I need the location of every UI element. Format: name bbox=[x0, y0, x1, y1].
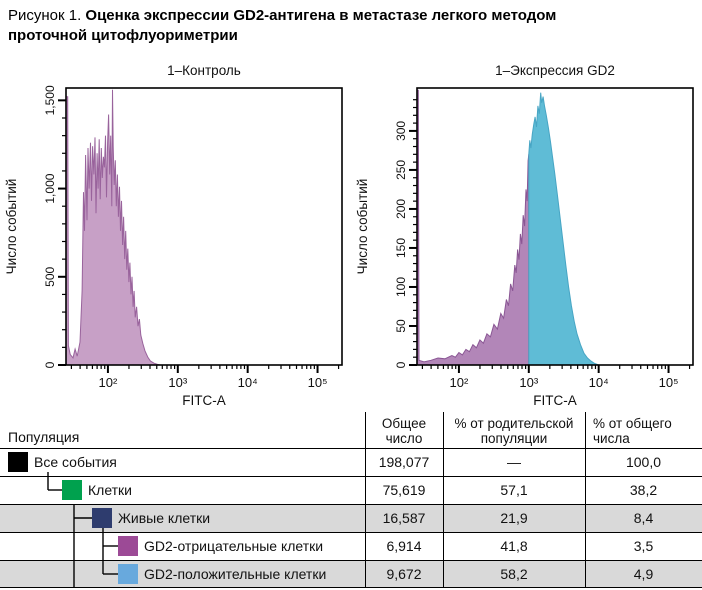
y-axis-ticks bbox=[409, 99, 417, 366]
population-label: Все события bbox=[34, 454, 117, 470]
column-header-total-line2: число bbox=[385, 431, 423, 447]
cell-pct-total: 8,4 bbox=[633, 510, 654, 526]
table-horizontal-rule bbox=[0, 476, 702, 477]
cell-pct-parent: — bbox=[507, 454, 521, 470]
cell-total: 198,077 bbox=[378, 454, 430, 470]
column-header-total-line1: Общее bbox=[381, 416, 427, 431]
svg-text:150: 150 bbox=[394, 238, 408, 258]
svg-text:10⁵: 10⁵ bbox=[308, 375, 328, 390]
cell-pct-total: 100,0 bbox=[625, 454, 662, 470]
caption-line-1: Рисунок 1. Оценка экспрессии GD2-антиген… bbox=[8, 6, 698, 26]
svg-text:10²: 10² bbox=[99, 375, 118, 390]
column-header-pct-parent-line1: % от родительской bbox=[454, 416, 574, 431]
y-axis-label: Число событий bbox=[4, 179, 19, 275]
table-column-rule bbox=[365, 412, 366, 588]
gd2-positive-histogram-area bbox=[528, 92, 599, 365]
table-row: GD2-положительные клетки 9,672 58,2 4,9 bbox=[0, 560, 702, 588]
table-column-rule bbox=[443, 412, 444, 588]
table-horizontal-rule bbox=[0, 504, 702, 505]
caption-prefix: Рисунок 1. bbox=[8, 7, 82, 24]
table-row: Живые клетки 16,587 21,9 8,4 bbox=[0, 504, 702, 532]
svg-text:10²: 10² bbox=[450, 375, 469, 390]
cell-total: 16,587 bbox=[382, 510, 426, 526]
population-swatch bbox=[118, 536, 138, 556]
column-header-pct-total-line2: числа bbox=[593, 431, 630, 447]
svg-text:50: 50 bbox=[394, 319, 408, 333]
cell-pct-parent: 41,8 bbox=[500, 538, 528, 554]
svg-text:10³: 10³ bbox=[519, 375, 538, 390]
svg-text:100: 100 bbox=[394, 277, 408, 297]
population-swatch bbox=[92, 508, 112, 528]
column-header-total: Общее число bbox=[365, 416, 443, 446]
svg-text:10³: 10³ bbox=[168, 375, 187, 390]
x-axis-label: FITC-A bbox=[182, 393, 226, 408]
y-axis-ticks bbox=[58, 99, 66, 366]
svg-text:0: 0 bbox=[43, 361, 57, 368]
y-axis-tick-labels: 0 50 100 150 200 250 300 bbox=[394, 121, 408, 369]
table-horizontal-rule bbox=[0, 560, 702, 561]
column-header-pct-total: % от общего числа bbox=[593, 416, 698, 446]
cell-pct-total: 38,2 bbox=[629, 482, 658, 498]
population-label: Живые клетки bbox=[118, 510, 211, 526]
column-header-population: Популяция bbox=[8, 429, 80, 445]
population-swatch bbox=[8, 452, 28, 472]
table-column-rule bbox=[585, 412, 586, 588]
cell-pct-parent: 58,2 bbox=[500, 566, 528, 582]
cell-pct-total: 4,9 bbox=[633, 566, 654, 582]
gd2-histogram-panel: 0 50 100 150 200 250 300 10² 10³ 10⁴ 10⁵ 1–Экспресс… bbox=[351, 60, 702, 425]
population-swatch bbox=[118, 564, 138, 584]
column-header-pct-parent: % от родительской популяции bbox=[443, 416, 585, 446]
column-header-pct-parent-line2: популяции bbox=[480, 431, 548, 447]
cell-total: 9,672 bbox=[386, 566, 422, 582]
y-axis-label: Число событий bbox=[355, 179, 370, 275]
svg-text:1,000: 1,000 bbox=[43, 173, 57, 203]
gd2-expression-histogram-chart: 0 50 100 150 200 250 300 10² 10³ 10⁴ 10⁵ 1–Экспресс… bbox=[355, 63, 694, 408]
x-axis-ticks bbox=[421, 365, 691, 373]
figure-caption: Рисунок 1. Оценка экспрессии GD2-антиген… bbox=[8, 6, 698, 46]
chart-title: 1–Контроль bbox=[167, 63, 241, 78]
population-label: Клетки bbox=[88, 482, 133, 498]
cell-pct-parent: 21,9 bbox=[500, 510, 528, 526]
x-axis-label: FITC-A bbox=[533, 393, 577, 408]
gd2-negative-histogram-area bbox=[417, 89, 530, 365]
population-hierarchy-table: Популяция Общее число % от родительской … bbox=[0, 410, 702, 588]
svg-text:300: 300 bbox=[394, 121, 408, 141]
cell-pct-parent: 57,1 bbox=[500, 482, 528, 498]
table-row: Клетки 75,619 57,1 38,2 bbox=[0, 476, 702, 504]
caption-title-part2: проточной цитофлуориметрии bbox=[8, 26, 238, 44]
x-axis-ticks bbox=[70, 365, 340, 373]
cell-total: 75,619 bbox=[382, 482, 426, 498]
x-axis-tick-labels: 10² 10³ 10⁴ 10⁵ bbox=[450, 375, 679, 390]
plot-frame bbox=[416, 87, 694, 366]
table-horizontal-rule bbox=[0, 448, 702, 449]
svg-text:10⁵: 10⁵ bbox=[659, 375, 679, 390]
population-swatch bbox=[62, 480, 82, 500]
chart-title: 1–Экспрессия GD2 bbox=[495, 63, 615, 78]
control-histogram-panel: 0 500 1,000 1,500 10² 10³ 10⁴ 10⁵ 1–Контроль FITC… bbox=[0, 60, 351, 425]
y-axis-tick-labels: 0 500 1,000 1,500 bbox=[43, 85, 57, 368]
table-horizontal-rule bbox=[0, 532, 702, 533]
cell-total: 6,914 bbox=[386, 538, 422, 554]
plot-frame bbox=[65, 87, 343, 366]
column-header-pct-total-line1: % от общего bbox=[593, 416, 672, 431]
svg-text:1,500: 1,500 bbox=[43, 85, 57, 115]
table-row: GD2-отрицательные клетки 6,914 41,8 3,5 bbox=[0, 532, 702, 560]
table-row: Все события 198,077 — 100,0 bbox=[0, 448, 702, 476]
svg-text:200: 200 bbox=[394, 199, 408, 219]
population-label: GD2-отрицательные клетки bbox=[144, 538, 324, 554]
svg-text:10⁴: 10⁴ bbox=[589, 375, 609, 390]
control-histogram-area bbox=[66, 89, 161, 365]
cell-pct-total: 3,5 bbox=[633, 538, 654, 554]
svg-text:0: 0 bbox=[394, 361, 408, 368]
population-label: GD2-положительные клетки bbox=[144, 566, 327, 582]
control-histogram-chart: 0 500 1,000 1,500 10² 10³ 10⁴ 10⁵ 1–Контроль FITC… bbox=[4, 63, 343, 408]
caption-title-part1: Оценка экспрессии GD2-антигена в метаста… bbox=[85, 7, 557, 24]
x-axis-tick-labels: 10² 10³ 10⁴ 10⁵ bbox=[99, 375, 328, 390]
table-horizontal-rule bbox=[0, 587, 702, 588]
svg-text:10⁴: 10⁴ bbox=[238, 375, 258, 390]
svg-text:250: 250 bbox=[394, 160, 408, 180]
svg-text:500: 500 bbox=[43, 266, 57, 286]
